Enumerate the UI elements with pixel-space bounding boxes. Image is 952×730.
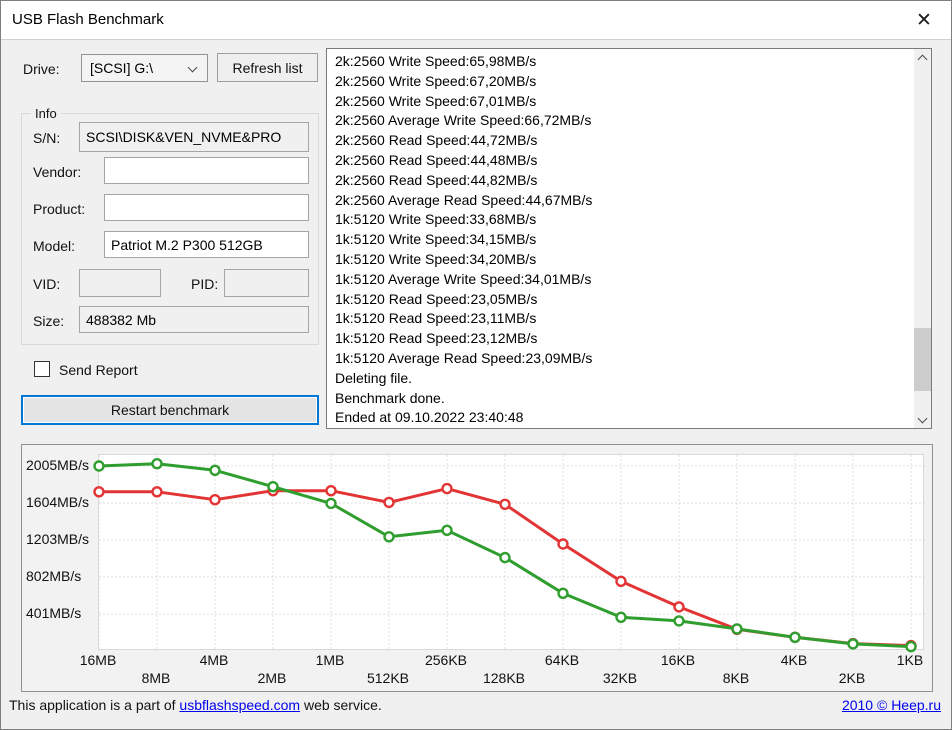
red-line-marker [615, 575, 627, 588]
green-line-marker [441, 524, 453, 537]
red-line-marker [557, 538, 569, 550]
x-tick-label: 256KB [424, 652, 468, 668]
footer-text: This application is a part of usbflashsp… [9, 697, 382, 713]
model-field[interactable]: Patriot M.2 P300 512GB [104, 231, 309, 258]
scrollbar-thumb[interactable] [914, 328, 931, 391]
product-field[interactable] [104, 194, 309, 221]
x-tick-label: 4KB [780, 652, 808, 668]
green-line-marker [673, 615, 685, 627]
red-line-marker [325, 485, 337, 497]
send-report-checkbox[interactable] [34, 361, 50, 377]
y-tick-label: 2005MB/s [26, 457, 90, 473]
x-tick-label: 16KB [660, 652, 696, 668]
green-line-marker [499, 551, 511, 564]
vid-label: VID: [33, 276, 61, 292]
info-groupbox: Info [21, 106, 319, 345]
sn-label: S/N: [33, 130, 61, 146]
x-tick-label: 64KB [544, 652, 580, 668]
x-tick-label: 512KB [366, 670, 410, 686]
footer-suffix: web service. [300, 697, 382, 713]
pid-label: PID: [191, 276, 219, 292]
x-tick-label: 32KB [602, 670, 638, 686]
y-tick-label: 1203MB/s [26, 531, 90, 547]
chart-svg [93, 455, 925, 653]
y-tick-label: 401MB/s [26, 605, 82, 621]
red-line-marker [151, 486, 163, 498]
green-line-marker [557, 587, 569, 600]
log-scrollbar[interactable] [914, 49, 931, 428]
chevron-down-icon [187, 62, 198, 73]
green-line-marker [151, 457, 163, 470]
vendor-field[interactable] [104, 157, 309, 184]
red-line-marker [441, 482, 453, 495]
size-label: Size: [33, 313, 65, 329]
chart-plot-area [93, 454, 925, 653]
drive-select-value: [SCSI] G:\ [90, 60, 154, 76]
green-line-marker [267, 481, 279, 493]
benchmark-log[interactable]: 2k:2560 Write Speed:65,98MB/s 2k:2560 Wr… [326, 48, 932, 429]
green-line-marker [847, 638, 859, 650]
green-line-marker [325, 497, 337, 510]
x-tick-label: 1MB [315, 652, 345, 668]
close-icon[interactable]: ✕ [916, 9, 932, 31]
vid-field[interactable] [79, 269, 161, 297]
scroll-down-icon[interactable] [914, 411, 931, 428]
sn-field[interactable]: SCSI\DISK&VEN_NVME&PRO [79, 122, 309, 152]
speed-chart: 401MB/s 802MB/s 1203MB/s 1604MB/s 2005MB/s 16… [21, 444, 933, 692]
footer-prefix: This application is a part of [9, 697, 180, 713]
y-tick-label: 1604MB/s [26, 494, 90, 510]
drive-select[interactable]: [SCSI] G:\ [81, 54, 208, 82]
green-line-marker [383, 531, 395, 543]
vendor-label: Vendor: [33, 164, 82, 180]
red-line-marker [209, 494, 221, 506]
red-line-marker [383, 496, 395, 509]
scroll-up-icon[interactable] [914, 49, 931, 66]
green-line-marker [789, 631, 801, 644]
info-legend: Info [31, 106, 61, 121]
send-report-label: Send Report [59, 362, 138, 378]
x-tick-label: 128KB [482, 670, 526, 686]
heep-link[interactable]: 2010 © Heep.ru [841, 697, 941, 713]
x-tick-label: 2MB [257, 670, 287, 686]
drive-label: Drive: [23, 61, 60, 77]
x-tick-label: 4MB [199, 652, 229, 668]
green-line-marker [615, 611, 627, 624]
x-tick-label: 16MB [79, 652, 117, 668]
refresh-list-button[interactable]: Refresh list [217, 53, 318, 82]
red-line-marker [93, 486, 105, 498]
log-text: 2k:2560 Write Speed:65,98MB/s 2k:2560 Wr… [335, 53, 593, 426]
title-bar: USB Flash Benchmark ✕ [1, 1, 951, 40]
y-tick-label: 802MB/s [26, 568, 82, 584]
x-tick-label: 8MB [141, 670, 171, 686]
green-line-marker [209, 464, 221, 477]
red-line-marker [499, 498, 511, 510]
restart-benchmark-button[interactable]: Restart benchmark [21, 395, 319, 425]
red-line-marker [673, 601, 685, 613]
green-line-marker [93, 460, 105, 472]
model-label: Model: [33, 238, 76, 254]
x-tick-label: 8KB [722, 670, 750, 686]
x-tick-label: 1KB [896, 652, 924, 668]
size-field[interactable]: 488382 Mb [79, 306, 309, 333]
green-line-marker [905, 640, 917, 653]
x-tick-label: 2KB [838, 670, 866, 686]
status-bar: This application is a part of usbflashsp… [1, 697, 951, 717]
product-label: Product: [33, 201, 86, 217]
pid-field[interactable] [224, 269, 309, 297]
usbflashspeed-link[interactable]: usbflashspeed.com [179, 697, 301, 713]
window-title: USB Flash Benchmark [12, 11, 164, 28]
green-line-marker [731, 623, 743, 635]
